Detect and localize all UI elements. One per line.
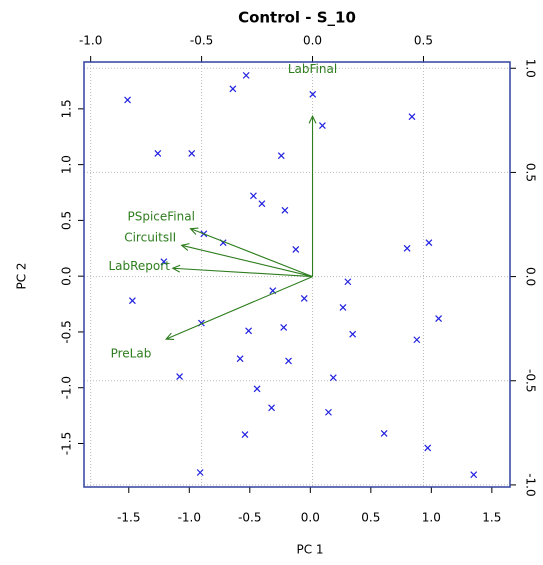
y-tick-label: -0.5 [60, 320, 74, 343]
score-point [236, 355, 244, 363]
y-tick-label: 1.0 [60, 155, 74, 174]
score-point [344, 278, 352, 286]
score-point [229, 85, 237, 93]
score-point [435, 315, 443, 322]
score-point [250, 192, 257, 200]
score-point [280, 324, 288, 331]
score-point [154, 150, 162, 157]
score-point [424, 444, 432, 452]
x2-tick-label: 0.5 [414, 34, 433, 48]
y-tick-label: -1.5 [60, 432, 74, 455]
x2-tick-label: 0.0 [303, 34, 322, 48]
score-point [380, 430, 388, 437]
score-point [176, 373, 184, 380]
y2-tick-label: -1.0 [524, 473, 538, 496]
y2-tick-label: 0.0 [524, 267, 538, 286]
plot-frame [83, 61, 511, 488]
score-point [329, 374, 337, 382]
score-point [403, 244, 411, 252]
y-tick-label: 0.0 [60, 267, 74, 286]
score-point [285, 357, 292, 365]
x-tick-label: -1.0 [178, 511, 201, 525]
score-point [281, 206, 289, 214]
score-point [470, 471, 478, 479]
score-point [160, 258, 168, 266]
loading-label: PSpiceFinal [127, 210, 194, 224]
score-point [242, 71, 250, 79]
score-point [196, 469, 204, 476]
score-point [318, 122, 326, 130]
loading-label: PreLab [111, 347, 152, 361]
loading-label: LabReport [108, 259, 170, 273]
y-tick-label: -1.0 [60, 376, 74, 399]
loading-arrow [308, 114, 317, 277]
x-tick-label: -0.5 [238, 511, 261, 525]
y2-tick-label: 0.5 [524, 163, 538, 182]
x-tick-label: 1.5 [482, 511, 501, 525]
y-axis-label: PC 2 [15, 262, 29, 289]
x-tick-label: -1.5 [117, 511, 140, 525]
chart-title: Control - S_10 [238, 9, 356, 27]
loading-arrow [189, 227, 313, 278]
y2-tick-label: -0.5 [524, 369, 538, 392]
score-point [128, 297, 136, 305]
score-point [253, 385, 261, 393]
y-tick-label: 0.5 [60, 211, 74, 230]
x2-tick-label: -1.0 [79, 34, 102, 48]
x2-tick-label: -0.5 [190, 34, 213, 48]
score-point [268, 404, 276, 412]
loading-arrow [180, 243, 313, 278]
x-tick-label: 0.5 [361, 511, 380, 525]
score-point [325, 408, 332, 416]
y2-tick-label: 1.0 [524, 59, 538, 78]
score-point [300, 295, 308, 302]
score-point [277, 152, 285, 160]
score-point [339, 303, 347, 311]
score-point [349, 330, 357, 338]
score-point [413, 336, 421, 344]
score-point [241, 431, 249, 438]
score-point [408, 113, 416, 121]
loading-arrow [171, 264, 313, 278]
loading-label: CircuitsII [124, 230, 176, 244]
x-tick-label: 0.0 [301, 511, 320, 525]
x-tick-label: 1.0 [422, 511, 441, 525]
score-point [258, 200, 266, 208]
score-point [245, 327, 253, 335]
x-axis-label: PC 1 [296, 543, 323, 557]
score-point [292, 245, 300, 253]
y-tick-label: 1.5 [60, 99, 74, 118]
loading-label: LabFinal [288, 62, 337, 76]
score-point [188, 150, 196, 157]
score-point [425, 239, 433, 247]
score-point [309, 90, 317, 98]
score-point [124, 96, 131, 104]
loading-arrow [164, 276, 313, 341]
